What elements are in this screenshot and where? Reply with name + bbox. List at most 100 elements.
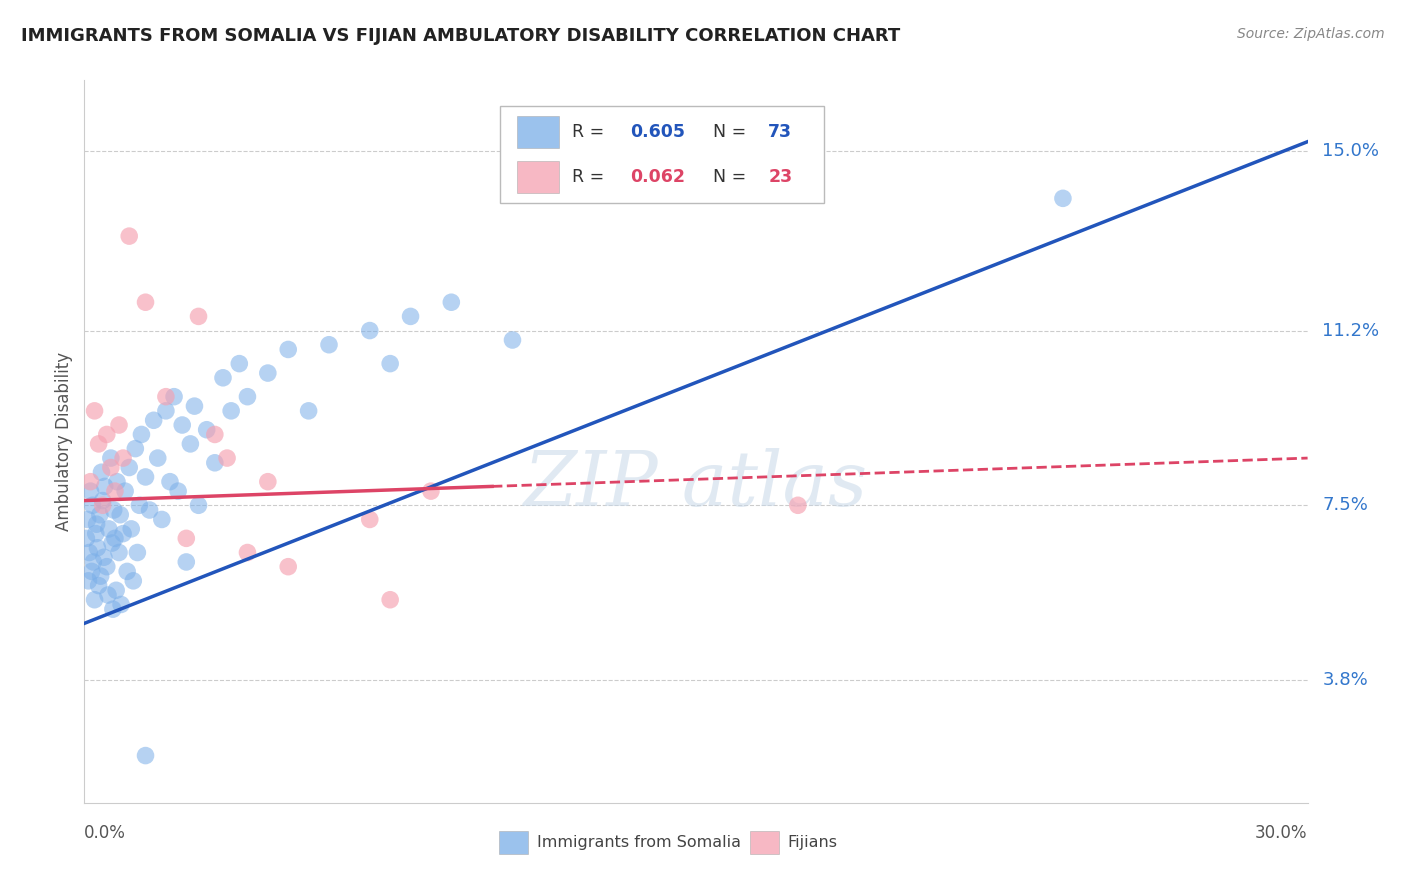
Point xyxy=(91,493,114,508)
Point xyxy=(80,565,103,579)
Point xyxy=(236,545,259,559)
Point xyxy=(135,295,157,310)
Point xyxy=(86,541,108,555)
Text: Source: ZipAtlas.com: Source: ZipAtlas.com xyxy=(1237,27,1385,41)
Point xyxy=(440,295,463,310)
Point xyxy=(105,583,128,598)
Point xyxy=(217,451,239,466)
Point xyxy=(115,565,138,579)
Point xyxy=(135,748,157,763)
Point xyxy=(183,399,205,413)
Point xyxy=(228,357,250,371)
Text: 0.605: 0.605 xyxy=(630,123,685,141)
Point xyxy=(89,508,111,522)
Point xyxy=(236,390,259,404)
Point xyxy=(79,484,101,499)
Point xyxy=(502,333,524,347)
Point xyxy=(179,437,201,451)
Point xyxy=(104,484,127,499)
Point xyxy=(118,229,141,244)
Point xyxy=(86,517,108,532)
Point xyxy=(82,555,104,569)
Point xyxy=(90,569,112,583)
Point xyxy=(155,390,177,404)
Text: 0.0%: 0.0% xyxy=(84,824,127,842)
Text: N =: N = xyxy=(713,123,752,141)
Text: ZIP atlas: ZIP atlas xyxy=(524,448,868,522)
Point xyxy=(359,324,381,338)
FancyBboxPatch shape xyxy=(501,105,824,203)
Point xyxy=(101,536,124,550)
Point xyxy=(108,545,131,559)
Point xyxy=(77,574,100,588)
Point xyxy=(787,498,810,512)
Point xyxy=(77,545,100,559)
Point xyxy=(76,512,98,526)
Point xyxy=(138,503,160,517)
Point xyxy=(110,598,132,612)
Text: 11.2%: 11.2% xyxy=(1322,321,1379,340)
Point xyxy=(142,413,165,427)
Text: R =: R = xyxy=(572,168,610,186)
Point xyxy=(83,592,105,607)
Point xyxy=(135,470,157,484)
Point xyxy=(96,559,118,574)
Point xyxy=(75,532,97,546)
Point xyxy=(84,526,107,541)
Point xyxy=(167,484,190,499)
Point xyxy=(1052,191,1074,205)
Point xyxy=(380,357,402,371)
Point xyxy=(380,592,402,607)
Point xyxy=(257,475,280,489)
Point xyxy=(120,522,142,536)
Point xyxy=(318,337,340,351)
Point xyxy=(187,498,209,512)
Point xyxy=(131,427,153,442)
Point xyxy=(174,555,197,569)
Point xyxy=(110,508,132,522)
Text: 7.5%: 7.5% xyxy=(1322,496,1368,515)
Point xyxy=(122,574,145,588)
FancyBboxPatch shape xyxy=(517,161,560,193)
Point xyxy=(97,522,120,536)
Point xyxy=(359,512,381,526)
Point xyxy=(174,532,197,546)
Text: IMMIGRANTS FROM SOMALIA VS FIJIAN AMBULATORY DISABILITY CORRELATION CHART: IMMIGRANTS FROM SOMALIA VS FIJIAN AMBULA… xyxy=(21,27,900,45)
Point xyxy=(105,475,128,489)
Point xyxy=(112,451,135,466)
FancyBboxPatch shape xyxy=(749,831,779,855)
Point xyxy=(100,460,122,475)
Point xyxy=(298,404,321,418)
Point xyxy=(204,456,226,470)
Text: 73: 73 xyxy=(768,123,792,141)
Y-axis label: Ambulatory Disability: Ambulatory Disability xyxy=(55,352,73,531)
Point xyxy=(83,404,105,418)
Point xyxy=(420,484,443,499)
Point xyxy=(112,526,135,541)
Point xyxy=(100,451,122,466)
Point xyxy=(257,366,280,380)
Point xyxy=(108,417,131,432)
Point xyxy=(103,503,125,517)
Point xyxy=(79,475,101,489)
Point xyxy=(277,343,299,357)
Text: Fijians: Fijians xyxy=(787,835,838,850)
Point xyxy=(114,484,136,499)
Text: 0.062: 0.062 xyxy=(630,168,685,186)
Point xyxy=(93,550,115,565)
Point xyxy=(91,498,114,512)
Point xyxy=(97,588,120,602)
Text: 30.0%: 30.0% xyxy=(1256,824,1308,842)
Text: 15.0%: 15.0% xyxy=(1322,142,1379,161)
Point xyxy=(155,404,177,418)
Point xyxy=(212,371,235,385)
Point xyxy=(150,512,173,526)
Text: R =: R = xyxy=(572,123,610,141)
Point xyxy=(118,460,141,475)
Point xyxy=(163,390,186,404)
Point xyxy=(93,479,115,493)
Point xyxy=(128,498,150,512)
Text: 23: 23 xyxy=(768,168,792,186)
Point xyxy=(90,465,112,479)
Point xyxy=(399,310,422,324)
